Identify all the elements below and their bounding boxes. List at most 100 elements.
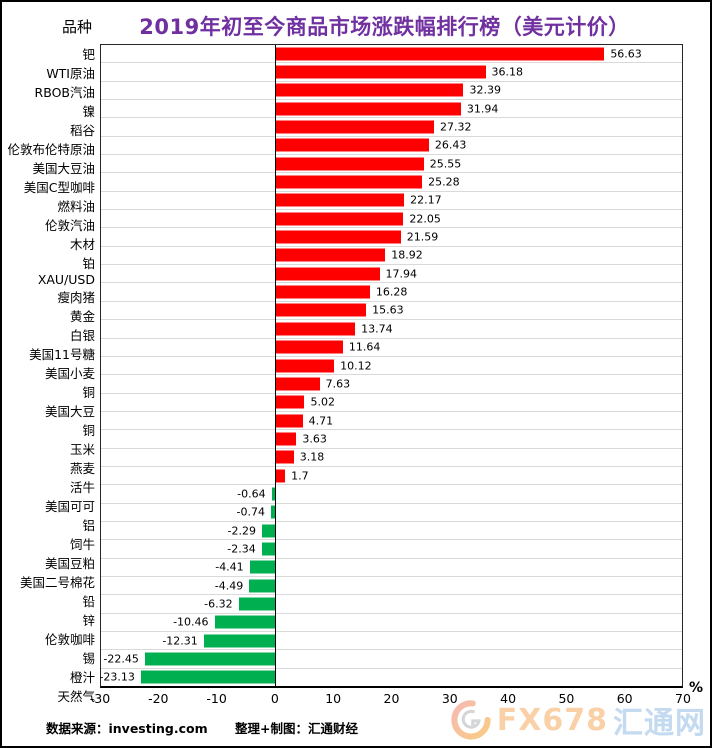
- chart-row: 36.18: [101, 63, 682, 82]
- category-label: 白银: [69, 328, 95, 343]
- category-label: 锌: [82, 613, 95, 628]
- category-label: 饲牛: [69, 537, 95, 552]
- positive-bar: [275, 193, 405, 207]
- value-label: 11.64: [348, 340, 381, 354]
- category-label: 铂: [82, 256, 95, 271]
- chart-row: 7.63: [101, 375, 682, 394]
- category-column-header: 品种: [62, 18, 93, 36]
- value-label: 16.28: [375, 285, 408, 299]
- chart-row: 25.55: [101, 155, 682, 174]
- negative-bar: [203, 634, 276, 648]
- negative-bar: [238, 597, 276, 611]
- category-label: 美国11号糖: [29, 347, 95, 362]
- chart-row: 56.63: [101, 45, 682, 64]
- x-axis-unit-label: %: [689, 680, 704, 696]
- value-label: -2.34: [227, 542, 256, 556]
- value-label: -4.49: [214, 579, 244, 593]
- chart-row: -22.45: [101, 650, 682, 669]
- value-label: 25.55: [429, 157, 462, 171]
- value-label: 1.7: [291, 469, 309, 483]
- chart-row: -0.74: [101, 504, 682, 522]
- value-label: 7.63: [325, 377, 351, 391]
- chart-row: 31.94: [101, 100, 682, 119]
- chart-row: -0.64: [101, 485, 682, 504]
- positive-bar: [275, 414, 303, 428]
- category-label: 木材: [69, 237, 95, 252]
- positive-bar: [275, 102, 461, 116]
- category-label: 铜: [82, 385, 95, 400]
- x-axis-tick-label: 50: [558, 691, 575, 706]
- positive-bar: [275, 47, 605, 61]
- value-label: 15.63: [372, 303, 404, 317]
- positive-bar: [275, 83, 464, 97]
- negative-bar: [214, 615, 276, 629]
- plot-area: 56.63 36.18 32.39 31.94 27.32 26.43 25.55 25.28…: [99, 44, 683, 688]
- bar-rows-container: 56.63 36.18 32.39 31.94 27.32 26.43 25.55 25.28…: [99, 45, 682, 686]
- positive-bar: [275, 65, 486, 79]
- x-axis-tick-label: -20: [148, 691, 169, 706]
- chart-row: 21.59: [101, 228, 682, 247]
- positive-bar: [275, 157, 424, 171]
- value-label: -4.41: [215, 560, 244, 574]
- chart-row: 5.02: [101, 394, 682, 412]
- chart-row: -2.34: [101, 540, 682, 559]
- category-label: XAU/USD: [37, 272, 95, 287]
- value-label: 25.28: [428, 175, 460, 189]
- chart-row: 11.64: [101, 339, 682, 357]
- chart-row: 13.74: [101, 320, 682, 339]
- chart-row: -6.32: [101, 595, 682, 614]
- category-label: 美国小麦: [44, 366, 95, 381]
- value-label: 31.94: [466, 102, 499, 116]
- chart-row: -10.46: [101, 614, 682, 632]
- x-axis-tick-label: 30: [441, 691, 458, 706]
- positive-bar: [275, 230, 401, 244]
- category-label: 美国大豆油: [32, 161, 95, 176]
- zero-axis-line: [275, 45, 277, 686]
- category-label: 玉米: [69, 442, 95, 457]
- chart-row: 25.28: [101, 173, 682, 192]
- positive-bar: [275, 450, 294, 464]
- value-label: -0.74: [236, 505, 266, 519]
- category-label: 美国豆粕: [44, 556, 95, 571]
- value-label: 22.17: [410, 193, 442, 207]
- category-label: 美国可可: [44, 499, 95, 514]
- value-label: -10.46: [173, 615, 209, 629]
- chart-title: 2019年初至今商品市场涨跌幅排行榜（美元计价）: [139, 15, 630, 39]
- category-label: 活牛: [69, 480, 95, 495]
- positive-bar: [275, 395, 305, 409]
- chart-row: 18.92: [101, 247, 682, 266]
- negative-bar: [140, 670, 276, 684]
- value-label: 26.43: [434, 138, 467, 152]
- category-label: 天然气: [57, 689, 95, 704]
- chart-row: -4.49: [101, 577, 682, 596]
- category-label: 伦敦咖啡: [44, 632, 95, 647]
- category-label: 黄金: [69, 309, 95, 324]
- positive-bar: [275, 322, 356, 336]
- chart-row: -23.13: [99, 669, 682, 686]
- positive-bar: [275, 432, 297, 446]
- chart-row: 26.43: [101, 137, 682, 156]
- chart-row: 17.94: [101, 265, 682, 284]
- chart-row: 27.32: [101, 118, 682, 137]
- x-axis-tick-label: 70: [675, 691, 691, 706]
- category-label: WTI原油: [46, 66, 95, 81]
- positive-bar: [275, 267, 380, 281]
- value-label: 27.32: [440, 120, 472, 134]
- value-label: 5.02: [310, 395, 335, 409]
- chart-row: 10.12: [101, 357, 682, 376]
- chart-row: 3.18: [101, 449, 682, 467]
- category-label: 燃料油: [57, 199, 95, 214]
- x-axis-tick-label: 10: [325, 691, 342, 706]
- category-label: 橙汁: [69, 670, 95, 685]
- positive-bar: [275, 138, 429, 152]
- category-label: 瘦肉猪: [57, 290, 95, 305]
- value-label: 22.05: [409, 212, 441, 226]
- data-source-text: 数据来源：investing.com: [46, 721, 208, 736]
- category-label: 铅: [82, 594, 95, 609]
- negative-bar: [271, 505, 276, 519]
- chart-credit-text: 整理+制图：汇通财经: [235, 721, 358, 736]
- positive-bar: [275, 248, 386, 262]
- chart-row: -2.29: [101, 522, 682, 541]
- chart-row: 16.28: [101, 283, 682, 302]
